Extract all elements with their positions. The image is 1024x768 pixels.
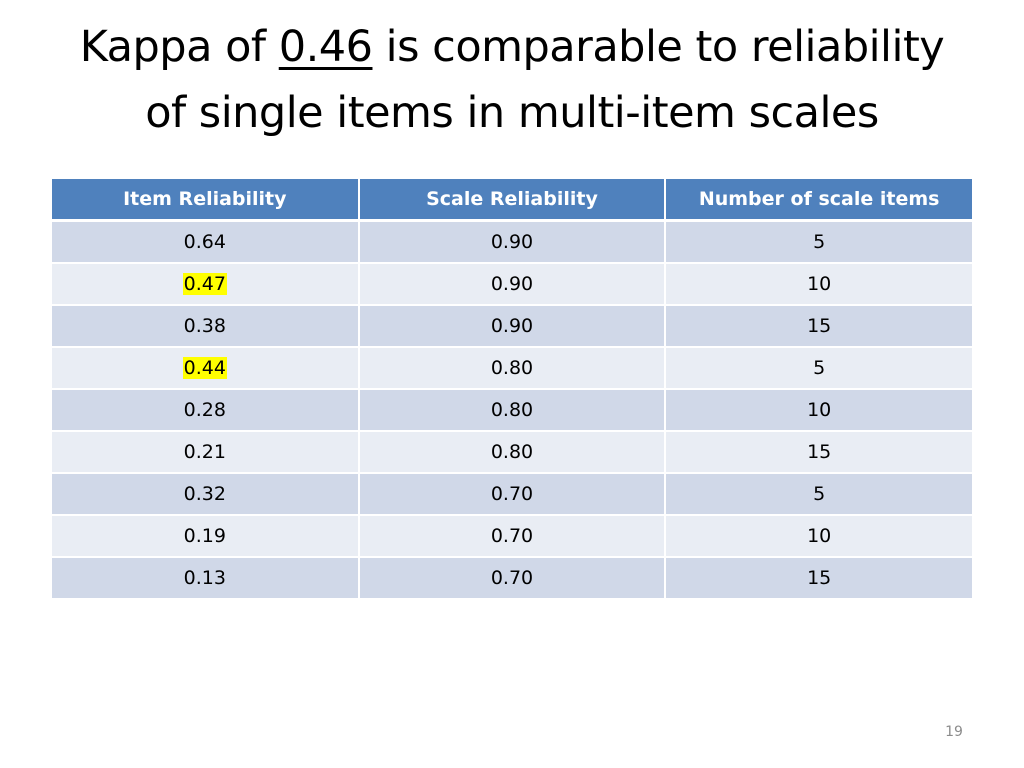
number-of-items-cell: 10: [665, 515, 972, 558]
item-reliability-cell: 0.32: [52, 473, 360, 516]
header-item-reliability: Item Reliability: [52, 179, 360, 222]
number-of-items-cell: 15: [665, 305, 972, 348]
item-reliability-cell: 0.13: [52, 557, 360, 600]
scale-reliability-cell: 0.80: [358, 431, 667, 474]
scale-reliability-cell: 0.80: [358, 347, 667, 390]
slide-title: Kappa of 0.46 is comparable to reliabili…: [0, 14, 1024, 146]
scale-reliability-cell: 0.70: [358, 515, 667, 558]
scale-reliability-cell: 0.70: [358, 557, 667, 600]
header-number-of-items: Number of scale items: [665, 179, 972, 222]
table-row: 0.19 0.70 10: [52, 515, 972, 558]
number-of-items-cell: 10: [665, 389, 972, 432]
title-suffix: is comparable to reliability: [372, 22, 945, 72]
table-row: 0.38 0.90 15: [52, 305, 972, 348]
table-row: 0.13 0.70 15: [52, 557, 972, 600]
title-line-2: of single items in multi-item scales: [145, 88, 879, 138]
highlighted-value: 0.47: [182, 273, 227, 295]
scale-reliability-cell: 0.90: [358, 263, 667, 306]
kappa-value: 0.46: [278, 22, 373, 72]
number-of-items-cell: 10: [665, 263, 972, 306]
item-reliability-cell: 0.44: [52, 347, 360, 390]
scale-reliability-cell: 0.90: [358, 305, 667, 348]
number-of-items-cell: 5: [665, 347, 972, 390]
number-of-items-cell: 15: [665, 431, 972, 474]
title-prefix: Kappa of: [79, 22, 279, 72]
scale-reliability-cell: 0.90: [358, 220, 667, 264]
table-row: 0.32 0.70 5: [52, 473, 972, 516]
table-row: 0.28 0.80 10: [52, 389, 972, 432]
item-reliability-cell: 0.47: [52, 263, 360, 306]
item-reliability-cell: 0.28: [52, 389, 360, 432]
page-number: 19: [945, 724, 963, 740]
table-row: 0.47 0.90 10: [52, 263, 972, 306]
table-row: 0.44 0.80 5: [52, 347, 972, 390]
scale-reliability-cell: 0.70: [358, 473, 667, 516]
title-line-1: Kappa of 0.46 is comparable to reliabili…: [0, 14, 1024, 80]
highlighted-value: 0.44: [182, 357, 227, 379]
header-scale-reliability: Scale Reliability: [358, 179, 667, 222]
table-row: 0.21 0.80 15: [52, 431, 972, 474]
item-reliability-cell: 0.21: [52, 431, 360, 474]
number-of-items-cell: 5: [665, 473, 972, 516]
item-reliability-cell: 0.38: [52, 305, 360, 348]
number-of-items-cell: 5: [665, 220, 972, 264]
table-row: 0.64 0.90 5: [52, 220, 972, 264]
table-header: Item Reliability Scale Reliability Numbe…: [52, 179, 972, 222]
item-reliability-cell: 0.19: [52, 515, 360, 558]
header-row: Item Reliability Scale Reliability Numbe…: [52, 179, 972, 222]
item-reliability-cell: 0.64: [52, 220, 360, 264]
table-body: 0.64 0.90 5 0.47 0.90 10 0.38 0.90 15 0.44 0.80 5 0.…: [52, 220, 972, 600]
number-of-items-cell: 15: [665, 557, 972, 600]
scale-reliability-cell: 0.80: [358, 389, 667, 432]
reliability-table: Item Reliability Scale Reliability Numbe…: [52, 179, 972, 600]
